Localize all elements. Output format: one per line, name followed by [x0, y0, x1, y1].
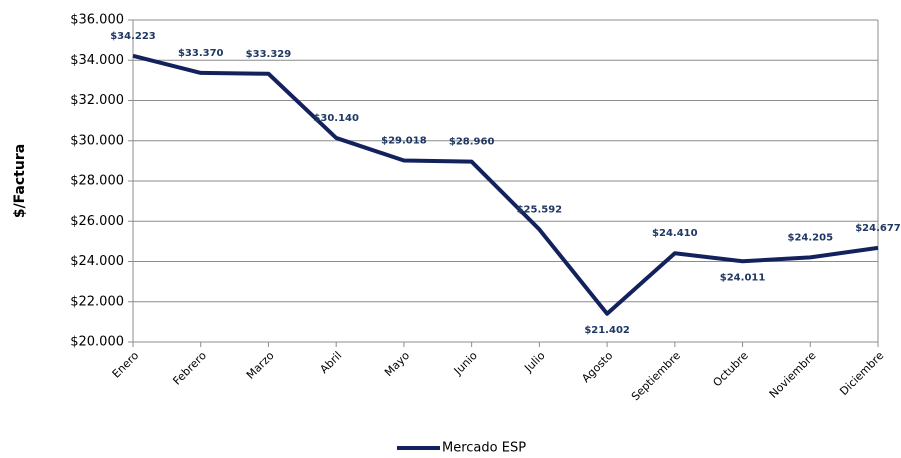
y-tick-label: $34.000: [70, 53, 124, 68]
y-tick-label: $22.000: [70, 294, 124, 309]
data-label: $33.329: [246, 49, 292, 60]
y-tick-label: $30.000: [70, 133, 124, 148]
data-label: $21.402: [584, 325, 630, 336]
data-label: $28.960: [449, 137, 495, 148]
y-tick-label: $26.000: [70, 214, 124, 229]
data-label: $24.011: [720, 272, 766, 283]
x-tick-label: Enero: [110, 349, 142, 381]
data-label: $25.592: [517, 204, 563, 215]
data-label: $24.410: [652, 228, 698, 239]
x-tick-label: Septiembre: [629, 349, 683, 403]
x-tick-label: Julio: [521, 349, 547, 375]
data-label: $30.140: [313, 113, 359, 124]
x-tick-label: Agosto: [579, 349, 615, 385]
y-tick-label: $24.000: [70, 254, 124, 269]
y-tick-label: $20.000: [70, 335, 124, 350]
x-tick-label: Diciembre: [837, 349, 886, 398]
data-label: $33.370: [178, 48, 224, 59]
y-tick-label: $32.000: [70, 93, 124, 108]
data-label: $29.018: [381, 136, 427, 147]
x-tick-label: Abril: [317, 349, 344, 376]
y-tick-label: $28.000: [70, 174, 124, 189]
y-axis-title: $/Factura: [12, 144, 28, 218]
series-line: [132, 53, 879, 316]
x-tick-label: Mayo: [382, 349, 412, 379]
x-tick-label: Noviembre: [767, 349, 819, 401]
legend-label: Mercado ESP: [442, 441, 526, 456]
x-tick-label: Junio: [451, 349, 480, 378]
data-label: $34.223: [110, 31, 156, 42]
y-tick-label: $36.000: [70, 13, 124, 28]
x-tick-label: Febrero: [170, 349, 209, 388]
x-tick-label: Octubre: [710, 349, 750, 389]
x-tick-label: Marzo: [244, 349, 277, 382]
data-label: $24.205: [787, 232, 833, 243]
data-label: $24.677: [855, 223, 901, 234]
